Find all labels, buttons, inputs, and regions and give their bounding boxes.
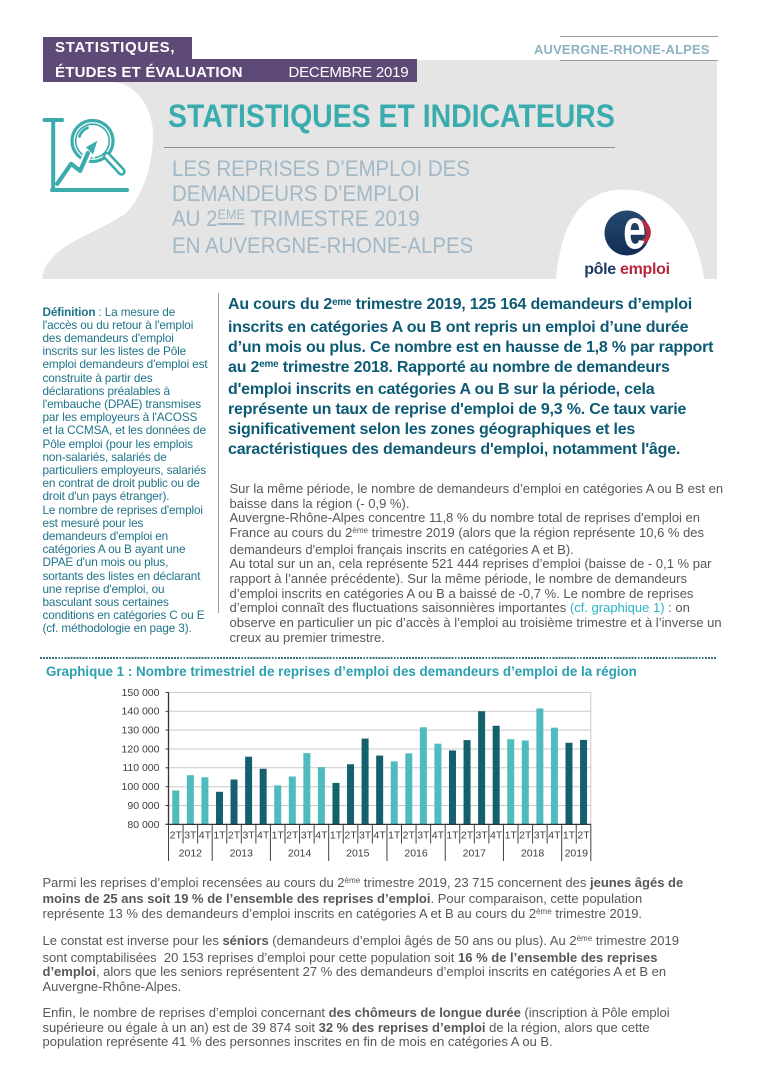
svg-text:1T: 1T — [213, 829, 226, 841]
svg-text:2T: 2T — [403, 829, 416, 841]
svg-text:1T: 1T — [446, 829, 459, 841]
svg-text:4T: 4T — [257, 829, 270, 841]
svg-text:2017: 2017 — [463, 848, 487, 860]
svg-text:2T: 2T — [170, 829, 183, 841]
svg-text:130 000: 130 000 — [122, 725, 160, 737]
svg-text:2015: 2015 — [346, 848, 370, 860]
svg-text:4T: 4T — [374, 829, 387, 841]
svg-text:4T: 4T — [432, 829, 445, 841]
svg-text:3T: 3T — [301, 829, 314, 841]
svg-text:2018: 2018 — [521, 848, 545, 860]
svg-text:80 000: 80 000 — [127, 819, 159, 831]
svg-text:3T: 3T — [184, 829, 197, 841]
svg-text:90 000: 90 000 — [127, 800, 159, 812]
svg-text:pôle emploi: pôle emploi — [584, 261, 670, 278]
svg-text:1T: 1T — [563, 829, 576, 841]
svg-text:4T: 4T — [315, 829, 328, 841]
svg-text:1T: 1T — [330, 829, 343, 841]
svg-text:150 000: 150 000 — [122, 687, 160, 699]
svg-text:2019: 2019 — [565, 848, 589, 860]
svg-text:3T: 3T — [534, 829, 547, 841]
svg-text:2T: 2T — [519, 829, 532, 841]
svg-text:1T: 1T — [388, 829, 401, 841]
svg-text:110 000: 110 000 — [122, 762, 159, 774]
svg-text:2T: 2T — [286, 829, 299, 841]
svg-text:1T: 1T — [505, 829, 518, 841]
svg-text:2012: 2012 — [179, 848, 203, 860]
svg-text:3T: 3T — [359, 829, 372, 841]
svg-text:3T: 3T — [475, 829, 488, 841]
svg-text:4T: 4T — [490, 829, 503, 841]
svg-text:2014: 2014 — [288, 848, 312, 860]
svg-text:100 000: 100 000 — [122, 781, 160, 793]
svg-text:2T: 2T — [461, 829, 474, 841]
svg-text:4T: 4T — [548, 829, 561, 841]
svg-text:120 000: 120 000 — [122, 743, 160, 755]
svg-text:3T: 3T — [417, 829, 430, 841]
svg-text:e: e — [623, 205, 646, 261]
svg-text:1T: 1T — [272, 829, 285, 841]
svg-text:2T: 2T — [577, 829, 590, 841]
svg-text:2013: 2013 — [230, 848, 254, 860]
svg-text:2T: 2T — [344, 829, 357, 841]
svg-text:2016: 2016 — [404, 848, 428, 860]
svg-text:4T: 4T — [199, 829, 212, 841]
svg-text:140 000: 140 000 — [122, 706, 160, 718]
svg-text:3T: 3T — [242, 829, 255, 841]
svg-text:2T: 2T — [228, 829, 241, 841]
